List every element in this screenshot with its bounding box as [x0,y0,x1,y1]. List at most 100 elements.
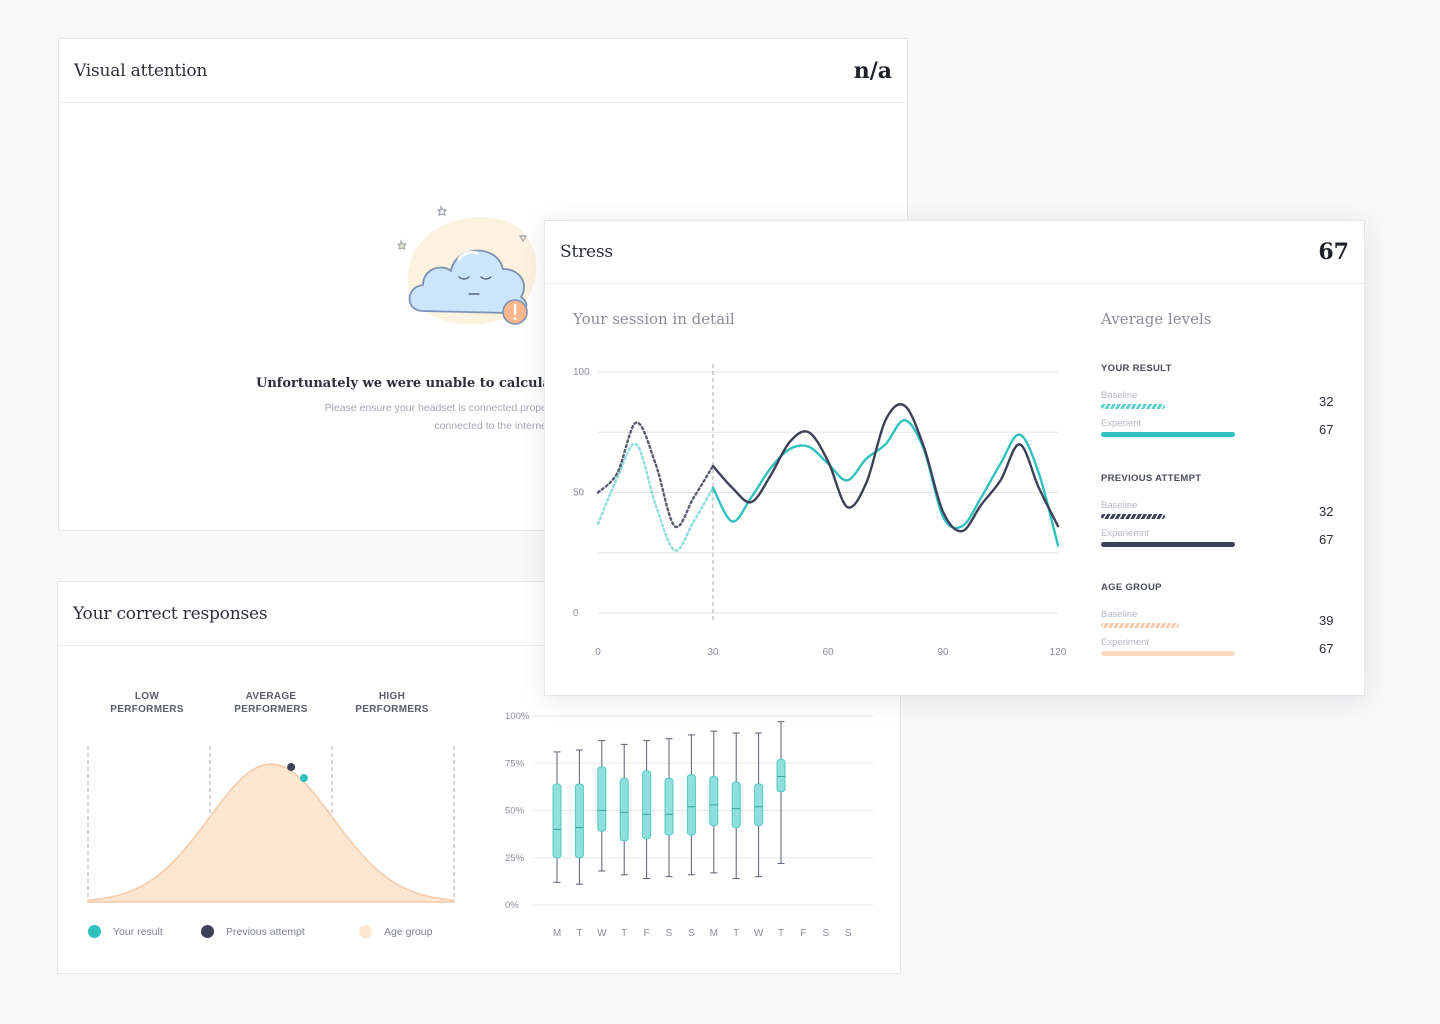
series-line [711,403,1060,533]
legend-label: Your result [113,925,163,938]
box-body [619,777,629,842]
low-performers-label: LOW PERFORMERS [92,690,202,716]
y-tick-label: 0 [573,608,579,619]
average-row-value: 32 [1319,394,1334,409]
visual-attention-title: Visual attention [74,60,208,81]
high-performers-label: HIGH PERFORMERS [337,690,447,716]
y-tick-label: 50 [573,488,585,499]
legend-dot [201,925,214,938]
y-tick-label: 75% [505,758,525,769]
x-tick-label: M [710,928,718,939]
average-group-title: PREVIOUS ATTEMPT [1101,473,1202,484]
sleeping-cloud-illustration [396,205,537,325]
stress-card: Stress 67 Your session in detail Average… [544,220,1365,696]
baseline-series-line [596,421,715,529]
average-row-bar [1101,542,1235,547]
legend-label: Age group [384,925,433,938]
x-tick-label: W [754,928,764,939]
session-detail-title: Your session in detail [573,310,735,328]
average-group-title: YOUR RESULT [1101,363,1172,374]
legend-dot [359,925,372,938]
average-row-value: 67 [1319,641,1334,656]
previous-attempt-marker [287,763,296,772]
error-text-line-2: connected to the interne [434,420,547,432]
y-tick-label: 100% [505,711,530,722]
correct-responses-title: Your correct responses [73,603,268,624]
average-row-label: Experient [1101,418,1142,429]
stress-score: 67 [1318,239,1349,265]
legend-your-result: Your result [88,925,163,938]
x-tick-label: T [621,928,627,939]
perf-label-line: LOW [134,691,160,702]
age-group-area [87,763,455,903]
error-title: Unfortunately we were unable to calculat… [256,376,578,391]
y-tick-label: 0% [505,900,519,911]
average-row-label: Baseline [1101,500,1138,511]
perf-label-line: HIGH [378,691,406,702]
box-body [574,783,584,859]
box-body [664,777,674,836]
x-tick-label: 0 [595,647,601,658]
x-tick-label: 30 [707,647,719,658]
box-body [642,770,652,840]
x-tick-label: T [733,928,739,939]
star-icon [396,239,408,250]
average-row-bar [1101,623,1179,628]
box-body [709,775,719,827]
y-tick-label: 100 [573,367,590,378]
x-tick-label: S [845,928,852,939]
baseline-series-line [596,442,715,552]
series-line [711,419,1060,547]
average-row-value: 67 [1319,422,1334,437]
average-group-title: AGE GROUP [1101,582,1162,593]
average-row-label: Experiment [1101,637,1150,648]
x-tick-label: M [553,928,561,939]
average-levels-title: Average levels [1101,310,1212,328]
perf-label-line: AVERAGE [245,691,297,702]
correct-responses-header: Your correct responses [58,582,900,646]
your-result-marker [299,774,308,783]
average-performers-label: AVERAGE PERFORMERS [216,690,326,716]
average-row-value: 39 [1319,613,1334,628]
x-tick-label: 120 [1050,647,1067,658]
y-tick-label: 25% [505,853,525,864]
x-tick-label: T [778,928,784,939]
star-icon [436,205,448,216]
perf-label-line: PERFORMERS [234,704,308,715]
box-body [686,774,696,836]
x-tick-label: T [576,928,582,939]
x-tick-label: S [688,928,695,939]
x-tick-label: W [597,928,607,939]
box-body [552,783,562,859]
perf-label-line: PERFORMERS [355,704,429,715]
visual-attention-score: n/a [853,57,892,84]
average-row-bar [1101,514,1165,519]
y-tick-label: 50% [505,806,525,817]
legend-dot [88,925,101,938]
average-row-label: Baseline [1101,390,1138,401]
x-tick-label: S [666,928,673,939]
box-body [776,758,786,793]
average-row-value: 67 [1319,532,1334,547]
x-tick-label: F [800,928,806,939]
x-tick-label: S [822,928,829,939]
average-row-value: 32 [1319,504,1334,519]
stress-header: Stress 67 [545,221,1364,284]
box-body [754,783,764,827]
visual-attention-header: Visual attention n/a [59,39,907,103]
error-text-line-1: Please ensure your headset is connected … [324,402,547,414]
x-tick-label: 60 [822,647,834,658]
average-row-label: Baseline [1101,609,1138,620]
stress-title: Stress [560,242,613,262]
boxplot-chart: 0% 25% 50% 75% 100% M T W T F S S M T W T F S S [505,711,873,939]
x-tick-label: F [644,928,650,939]
stress-line-chart: 0 50 100 0 30 60 90 120 [573,364,1067,658]
average-row-bar [1101,432,1235,437]
correct-responses-card: Your correct responses LOW PERFORMERS AV… [57,581,901,974]
average-row-bar [1101,651,1235,656]
average-row-label: Experiemnt [1101,528,1150,539]
legend-age-group: Age group [359,925,432,938]
x-tick-label: 90 [937,647,949,658]
legend-previous-attempt: Previous attempt [201,925,305,938]
box-body [597,766,607,832]
